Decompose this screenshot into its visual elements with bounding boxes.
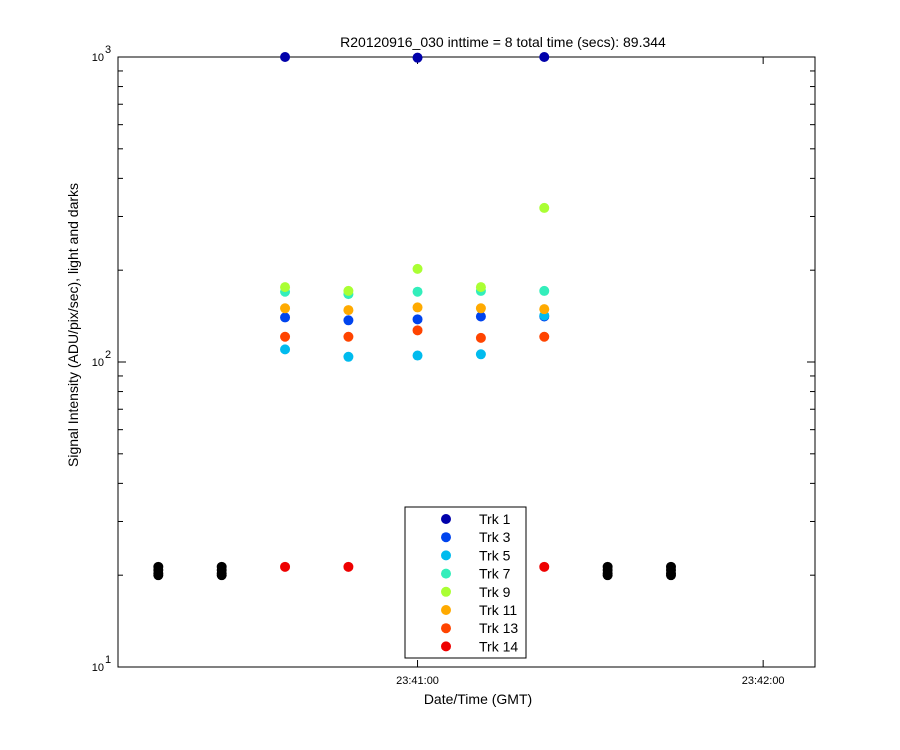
x-tick-label: 23:42:00 <box>742 675 785 687</box>
data-point <box>280 282 291 293</box>
data-point <box>343 331 354 342</box>
data-point <box>539 285 550 296</box>
data-point <box>280 561 291 572</box>
y-tick-exponent: 3 <box>105 44 111 56</box>
data-point <box>280 52 291 62</box>
legend-marker <box>441 568 451 579</box>
legend-marker <box>441 641 451 652</box>
data-point <box>280 312 291 323</box>
y-tick-exponent: 1 <box>105 654 111 666</box>
data-point <box>412 302 423 313</box>
legend: Trk 1 Trk 3 Trk 5 Trk 7 Trk 9 Trk 11 Trk 13 Trk… <box>404 506 527 659</box>
data-point <box>665 570 676 581</box>
legend-marker <box>441 514 451 524</box>
data-point <box>343 285 354 296</box>
data-point <box>475 282 486 293</box>
legend-label: Trk 13 <box>479 620 518 636</box>
data-point <box>602 570 613 581</box>
legend-marker <box>441 623 451 634</box>
data-point <box>412 52 423 63</box>
chart-title: R20120916_030 inttime = 8 total time (se… <box>340 34 666 50</box>
legend-label: Trk 3 <box>479 529 511 545</box>
data-point <box>475 332 486 343</box>
legend-marker <box>441 586 451 597</box>
data-point <box>343 561 354 572</box>
y-tick-label: 10 <box>92 662 104 674</box>
y-axis-label: Signal Intensity (ADU/pix/sec), light an… <box>65 183 81 467</box>
legend-label: Trk 5 <box>479 547 511 563</box>
data-point <box>343 305 354 316</box>
data-point <box>216 570 227 581</box>
data-point <box>475 311 486 322</box>
data-point <box>539 561 550 572</box>
x-axis-label: Date/Time (GMT) <box>424 691 532 707</box>
legend-marker <box>441 605 451 615</box>
data-point <box>539 52 550 62</box>
data-point <box>343 351 354 362</box>
data-point <box>539 304 550 315</box>
data-point <box>412 325 423 336</box>
legend-label: Trk 14 <box>479 638 518 654</box>
data-point <box>343 315 354 326</box>
legend-label: Trk 9 <box>479 584 511 600</box>
legend-marker <box>441 550 451 561</box>
data-point <box>475 303 486 314</box>
data-point <box>280 331 291 342</box>
legend-box <box>404 506 527 659</box>
data-point <box>412 263 423 274</box>
data-points <box>153 52 676 581</box>
legend-label: Trk 1 <box>479 511 511 527</box>
data-point <box>412 350 423 361</box>
data-point <box>475 349 486 360</box>
data-point <box>539 202 550 213</box>
x-tick-label: 23:41:00 <box>396 675 439 687</box>
y-tick-label: 10 <box>92 52 104 64</box>
data-point <box>280 303 291 314</box>
data-point <box>153 570 164 581</box>
legend-label: Trk 7 <box>479 566 511 582</box>
legend-label: Trk 11 <box>479 602 517 618</box>
data-point <box>412 286 423 297</box>
data-point <box>412 314 423 325</box>
legend-marker <box>441 532 451 543</box>
data-point <box>280 344 291 355</box>
y-tick-label: 10 <box>92 357 104 369</box>
y-tick-exponent: 2 <box>105 349 111 361</box>
data-point <box>539 331 550 342</box>
